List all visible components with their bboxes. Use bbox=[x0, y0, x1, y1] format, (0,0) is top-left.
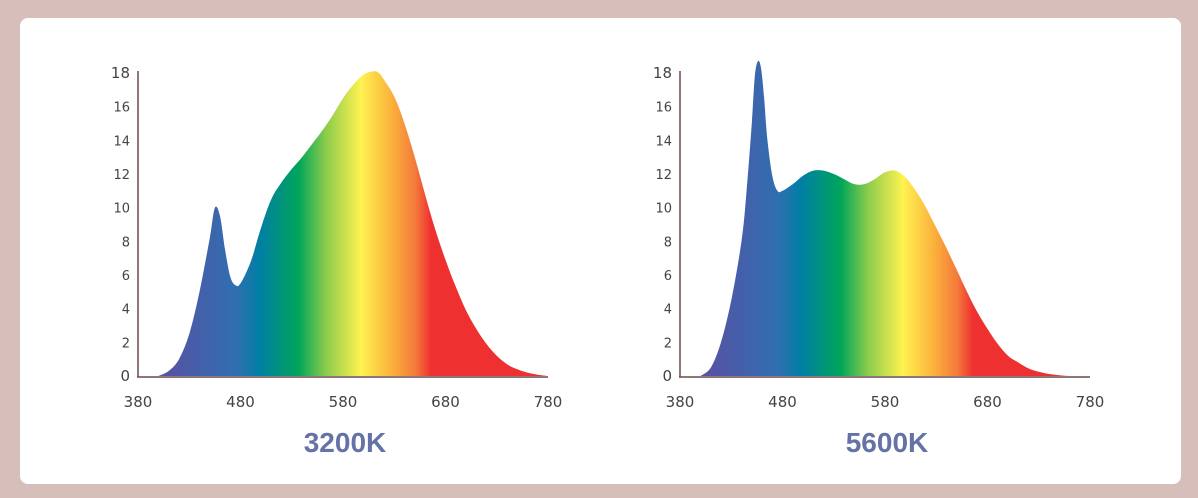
chart-5600k: 0 2 4 6 8 10 12 14 16 18 380 480 580 680 780 5600K bbox=[653, 60, 1105, 458]
x-axis: 380 480 580 680 780 bbox=[666, 376, 1105, 411]
y-tick-label: 0 bbox=[662, 367, 672, 385]
x-tick-label: 380 bbox=[124, 393, 153, 411]
y-tick-label: 2 bbox=[122, 336, 130, 351]
x-tick-label: 580 bbox=[871, 393, 900, 411]
x-tick-label: 480 bbox=[226, 393, 255, 411]
x-axis: 380 480 580 680 780 bbox=[124, 376, 563, 411]
y-tick-label: 10 bbox=[655, 202, 672, 217]
x-tick-label: 680 bbox=[973, 393, 1002, 411]
x-tick-label: 780 bbox=[1076, 393, 1105, 411]
x-tick-label: 580 bbox=[329, 393, 358, 411]
x-tick-label: 380 bbox=[666, 393, 695, 411]
y-tick-label: 6 bbox=[122, 269, 130, 284]
x-tick-label: 480 bbox=[768, 393, 797, 411]
y-tick-label: 8 bbox=[122, 235, 130, 250]
spectrum-area bbox=[700, 60, 1090, 376]
spectrum-area bbox=[158, 71, 548, 376]
y-tick-label: 2 bbox=[664, 336, 672, 351]
y-tick-label: 12 bbox=[113, 168, 130, 183]
y-tick-label: 10 bbox=[113, 202, 130, 217]
chart-title: 5600K bbox=[846, 427, 929, 458]
y-tick-label: 4 bbox=[122, 303, 130, 318]
y-axis: 0 2 4 6 8 10 12 14 16 18 bbox=[653, 64, 681, 385]
y-tick-label: 0 bbox=[120, 367, 130, 385]
y-tick-label: 16 bbox=[655, 101, 672, 116]
chart-title: 3200K bbox=[304, 427, 387, 458]
y-tick-label: 8 bbox=[664, 235, 672, 250]
y-tick-label: 16 bbox=[113, 101, 130, 116]
y-tick-label: 12 bbox=[655, 168, 672, 183]
y-tick-label: 14 bbox=[655, 134, 672, 149]
y-tick-label: 14 bbox=[113, 134, 130, 149]
chart-3200k: 0 2 4 6 8 10 12 14 16 18 380 480 580 680 780 3200K bbox=[111, 64, 562, 458]
y-tick-label: 6 bbox=[664, 269, 672, 284]
x-tick-label: 680 bbox=[431, 393, 460, 411]
y-tick-label: 18 bbox=[111, 64, 130, 82]
y-tick-label: 4 bbox=[664, 303, 672, 318]
y-tick-label: 18 bbox=[653, 64, 672, 82]
x-tick-label: 780 bbox=[534, 393, 563, 411]
y-axis: 0 2 4 6 8 10 12 14 16 18 bbox=[111, 64, 139, 385]
